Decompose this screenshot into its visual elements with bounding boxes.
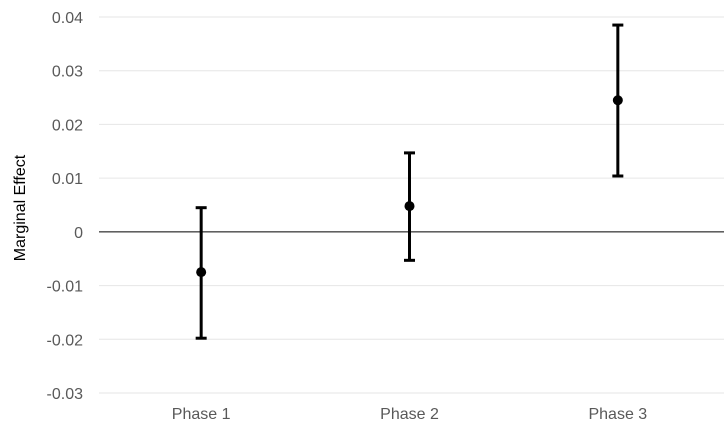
y-tick-label: -0.01 (47, 279, 84, 296)
y-tick-label: 0.03 (52, 64, 83, 81)
y-axis-title: Marginal Effect (12, 154, 29, 261)
x-tick-label: Phase 3 (588, 406, 647, 423)
x-tick-label: Phase 1 (172, 406, 231, 423)
x-tick-labels: Phase 1 Phase 2 Phase 3 (172, 406, 647, 423)
y-tick-label: 0 (74, 225, 83, 242)
series-markers (195, 23, 624, 340)
data-point (404, 201, 415, 212)
y-tick-label: 0.02 (52, 117, 83, 134)
data-point (612, 95, 623, 106)
y-tick-label: -0.02 (47, 332, 84, 349)
data-point-group (404, 151, 415, 262)
y-tick-label: 0.04 (52, 10, 83, 27)
x-tick-label: Phase 2 (380, 406, 439, 423)
y-tick-label: -0.03 (47, 386, 84, 403)
data-point (196, 267, 207, 278)
data-point-group (195, 206, 207, 340)
data-point-group (612, 23, 624, 178)
y-tick-labels: 0.04 0.03 0.02 0.01 0 -0.01 -0.02 -0.03 (47, 10, 84, 403)
y-tick-label: 0.01 (52, 171, 83, 188)
